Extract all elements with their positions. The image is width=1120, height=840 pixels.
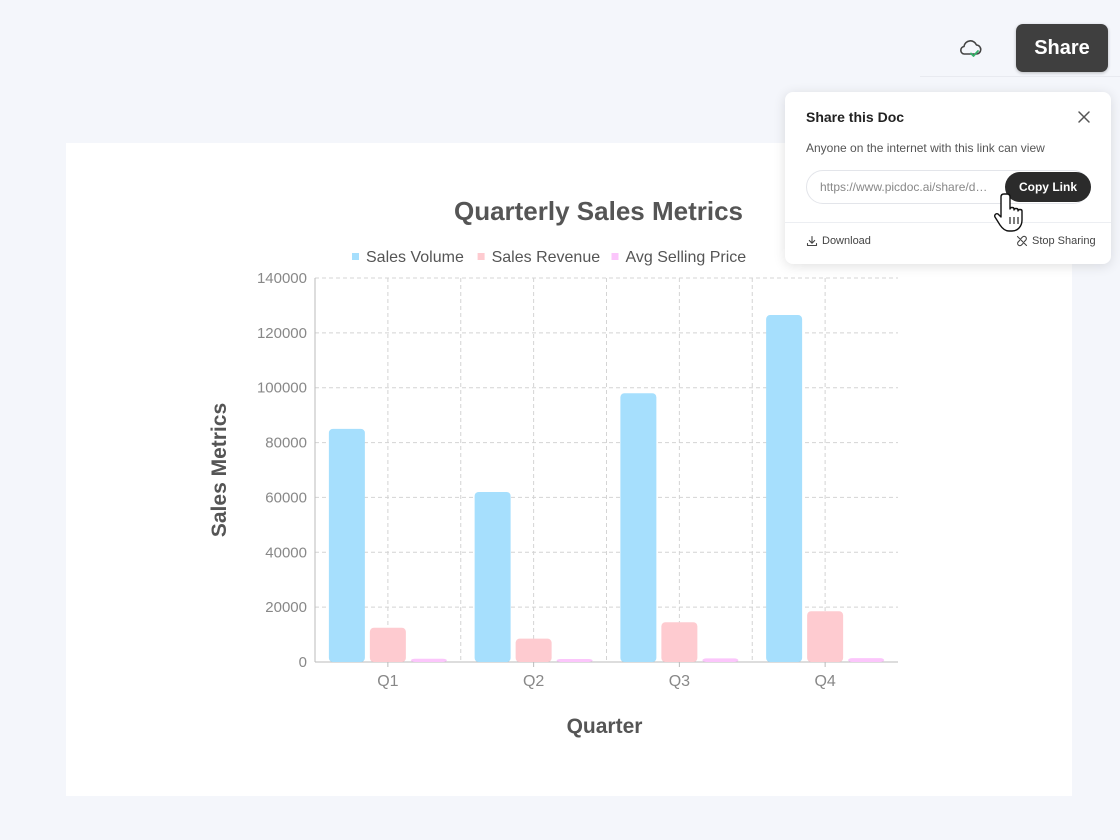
y-axis-label: Sales Metrics — [208, 403, 231, 537]
close-button[interactable] — [1075, 108, 1093, 126]
legend-swatch — [611, 253, 619, 260]
x-tick-label: Q4 — [814, 673, 835, 690]
download-icon — [806, 235, 818, 247]
x-tick-label: Q2 — [523, 673, 544, 690]
stop-sharing-button[interactable]: Stop Sharing — [1016, 235, 1096, 247]
close-icon — [1078, 111, 1090, 123]
legend-label: Sales Revenue — [492, 249, 601, 266]
cloud-check-icon — [960, 40, 982, 57]
hand-pointer-icon — [994, 193, 1023, 232]
bar — [766, 315, 803, 662]
download-button[interactable]: Download — [806, 235, 871, 247]
chart-title: Quarterly Sales Metrics — [454, 196, 743, 226]
bar — [556, 659, 593, 662]
legend-label: Avg Selling Price — [626, 249, 747, 266]
toolbar-divider — [920, 76, 1120, 77]
y-tick-label: 80000 — [265, 435, 307, 452]
bar — [410, 658, 447, 662]
popup-divider — [785, 222, 1111, 223]
x-tick-label: Q3 — [669, 673, 690, 690]
bar — [474, 491, 511, 662]
bar — [620, 393, 657, 662]
y-tick-label: 0 — [299, 654, 307, 671]
bar — [515, 638, 552, 662]
share-description: Anyone on the internet with this link ca… — [806, 141, 1045, 155]
copy-link-button[interactable]: Copy Link — [1005, 172, 1091, 202]
share-popup: Share this Doc Anyone on the internet wi… — [785, 92, 1111, 264]
bar — [661, 622, 698, 662]
bar — [702, 658, 739, 662]
y-tick-label: 40000 — [265, 544, 307, 561]
share-link-text: https://www.picdoc.ai/share/d… — [820, 180, 988, 194]
cloud-sync-button[interactable] — [952, 34, 988, 64]
share-button[interactable]: Share — [1016, 24, 1108, 72]
y-tick-label: 120000 — [257, 325, 307, 342]
legend-swatch — [477, 253, 485, 260]
bar-chart: Quarterly Sales Metrics Sales Volume Sales… — [208, 196, 898, 738]
bar — [807, 611, 844, 662]
stop-sharing-label: Stop Sharing — [1032, 235, 1096, 247]
bar — [848, 658, 885, 662]
y-tick-label: 140000 — [257, 270, 307, 287]
unlink-icon — [1016, 235, 1028, 247]
legend-swatch — [352, 253, 359, 260]
bar — [328, 428, 365, 662]
y-tick-label: 60000 — [265, 489, 307, 506]
download-label: Download — [822, 235, 871, 247]
y-tick-label: 20000 — [265, 599, 307, 616]
x-axis-label: Quarter — [567, 715, 643, 738]
bar — [369, 627, 406, 662]
legend-label: Sales Volume — [366, 249, 464, 266]
x-tick-label: Q1 — [377, 673, 398, 690]
popup-title: Share this Doc — [806, 109, 905, 125]
y-tick-label: 100000 — [257, 380, 307, 397]
